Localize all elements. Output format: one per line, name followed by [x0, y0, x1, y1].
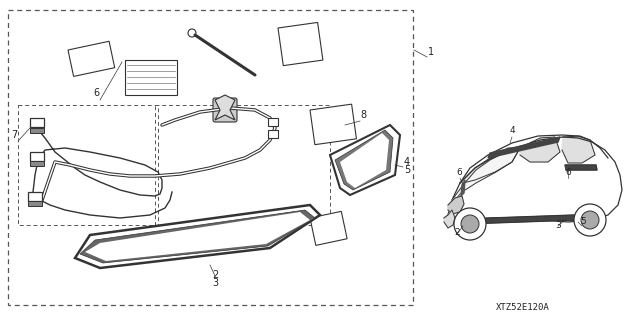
- Bar: [30, 118, 44, 127]
- FancyBboxPatch shape: [213, 98, 237, 122]
- Polygon shape: [85, 212, 310, 261]
- Polygon shape: [448, 148, 520, 215]
- Text: 2: 2: [212, 270, 218, 280]
- Polygon shape: [444, 210, 455, 228]
- Polygon shape: [330, 125, 400, 195]
- Bar: [28, 201, 42, 206]
- Bar: [268, 118, 278, 126]
- Polygon shape: [340, 133, 389, 188]
- Bar: [18, 105, 158, 225]
- Text: 8: 8: [360, 110, 366, 120]
- Bar: [8, 10, 413, 305]
- Bar: [68, 41, 115, 77]
- Polygon shape: [335, 130, 393, 190]
- Circle shape: [454, 208, 486, 240]
- Text: 5: 5: [580, 217, 586, 226]
- Text: 3: 3: [555, 221, 561, 230]
- Text: 7: 7: [11, 130, 17, 140]
- Bar: [310, 211, 347, 245]
- Circle shape: [461, 215, 479, 233]
- Bar: [28, 192, 42, 201]
- Circle shape: [581, 211, 599, 229]
- Text: 6: 6: [565, 168, 571, 177]
- Bar: [125, 60, 177, 95]
- Bar: [155, 105, 330, 225]
- Polygon shape: [562, 136, 595, 163]
- Polygon shape: [565, 165, 597, 170]
- Circle shape: [188, 29, 196, 37]
- Bar: [278, 22, 323, 66]
- Text: 3: 3: [212, 278, 218, 288]
- Polygon shape: [80, 210, 315, 263]
- Polygon shape: [461, 180, 465, 196]
- Text: 6: 6: [93, 88, 99, 98]
- Bar: [30, 152, 44, 161]
- Text: 1: 1: [428, 47, 434, 57]
- Text: XTZ52E120A: XTZ52E120A: [496, 303, 550, 312]
- Polygon shape: [460, 148, 520, 183]
- Text: 4: 4: [510, 126, 516, 135]
- Bar: [310, 104, 356, 145]
- Bar: [30, 128, 44, 133]
- Polygon shape: [215, 95, 235, 120]
- Polygon shape: [520, 137, 560, 162]
- Polygon shape: [75, 205, 320, 268]
- Bar: [268, 130, 278, 138]
- Polygon shape: [448, 196, 464, 214]
- Polygon shape: [444, 137, 622, 222]
- Polygon shape: [488, 137, 560, 158]
- Bar: [30, 161, 44, 166]
- Text: 4: 4: [404, 157, 410, 167]
- Polygon shape: [462, 215, 577, 224]
- Text: 5: 5: [404, 165, 410, 175]
- Text: 2: 2: [454, 228, 460, 237]
- Text: 6: 6: [456, 168, 461, 177]
- Circle shape: [574, 204, 606, 236]
